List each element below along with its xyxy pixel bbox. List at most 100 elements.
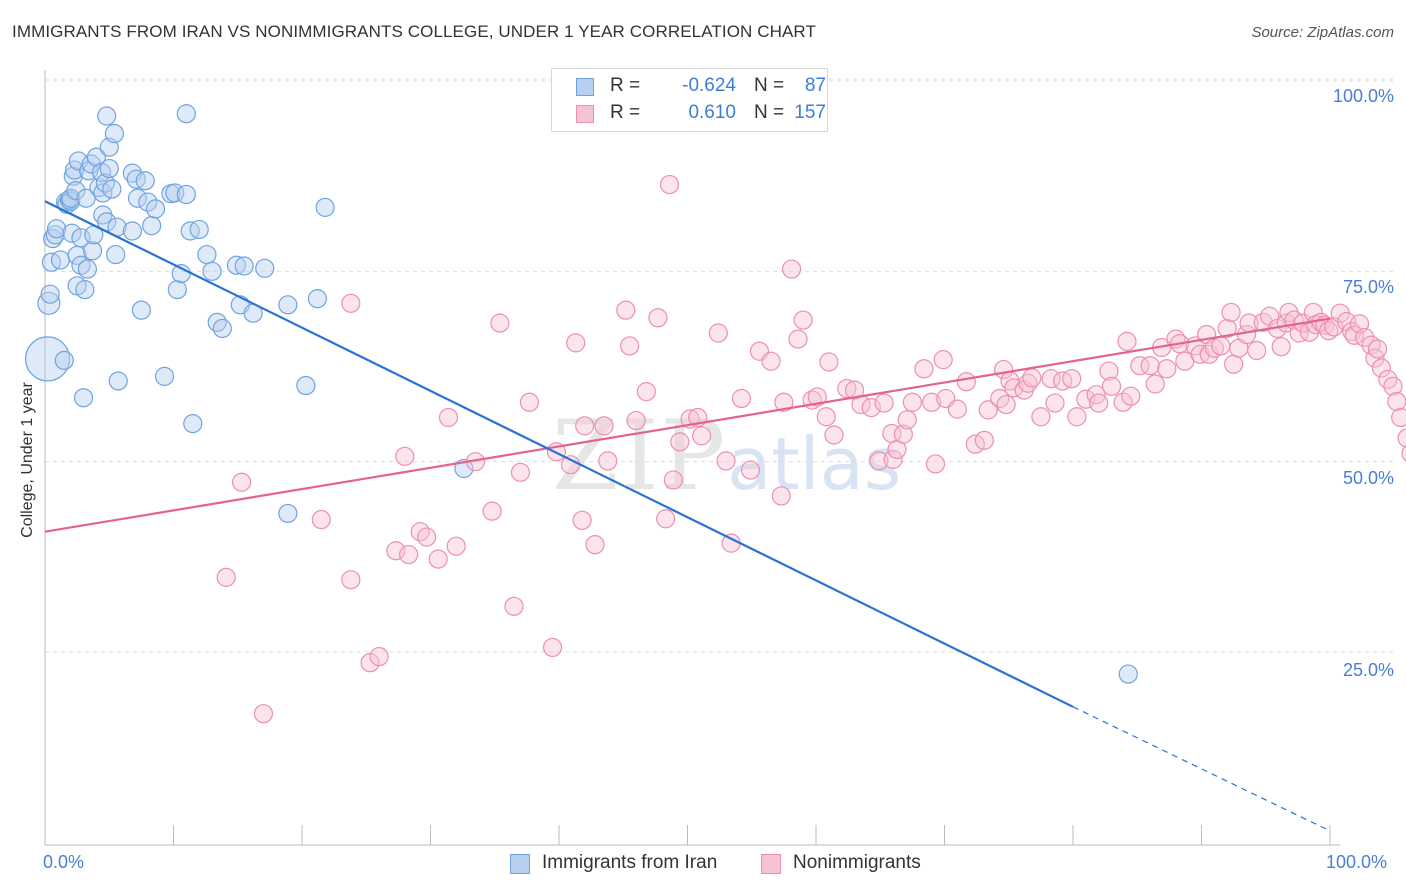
iran-point (75, 280, 95, 300)
nonimmigrants-point (598, 451, 618, 471)
nonimmigrants-point (869, 451, 889, 471)
nonimmigrants-point (616, 300, 636, 320)
watermark-atlas: atlas (727, 422, 902, 506)
nonimmigrants-point (819, 352, 839, 372)
nonimmigrants-point (670, 432, 690, 452)
iran-point (142, 216, 162, 236)
nonimmigrants-point (897, 410, 917, 430)
iran-point (82, 241, 103, 261)
legend-n-label: N = (754, 102, 785, 123)
iran-point (1118, 664, 1138, 684)
iran-point (183, 414, 203, 434)
trend-line-iran (44, 200, 1074, 708)
iran-point (207, 312, 227, 332)
nonimmigrants-point (659, 174, 680, 195)
nonimmigrants-point (232, 472, 252, 492)
legend-n-label: N = (754, 75, 785, 96)
iran-point (255, 258, 275, 278)
correlation-legend: R = -0.624 N = 87 R = 0.610 N = 157 (551, 68, 828, 132)
nonimmigrants-point (933, 350, 953, 370)
nonimmigrants-point (663, 470, 683, 490)
nonimmigrants-point (1130, 356, 1150, 376)
nonimmigrants-point (585, 535, 605, 555)
trend-lines (44, 200, 1331, 832)
nonimmigrants-point (417, 527, 437, 547)
x-tick-0: 0.0% (43, 852, 85, 872)
iran-point (296, 375, 316, 396)
nonimmigrants-point (914, 359, 934, 379)
legend-r-label: R = (610, 102, 641, 123)
legend-n-value: 87 (804, 75, 826, 96)
nonimmigrants-point (1140, 356, 1160, 376)
iran-point (77, 259, 98, 279)
nonimmigrants-point (740, 460, 761, 480)
nonimmigrants-point (504, 596, 524, 616)
nonimmigrants-point (1099, 361, 1119, 381)
nonimmigrants-point (708, 323, 728, 343)
nonimmigrants-point (369, 646, 389, 667)
nonimmigrants-point (311, 509, 331, 530)
trend-line-nonimmigrants (44, 317, 1331, 533)
iran-point (176, 184, 196, 205)
nonimmigrants-point (1271, 337, 1291, 357)
nonimmigrants-point (1041, 369, 1061, 389)
iran-point (108, 371, 128, 391)
source-label: Source: ZipAtlas.com (1251, 24, 1394, 41)
nonimmigrants-point (774, 392, 794, 412)
nonimmigrants-point (648, 308, 668, 328)
nonimmigrants-point (1260, 306, 1280, 326)
iran-point (127, 188, 148, 208)
iran-point (54, 350, 74, 371)
nonimmigrants-point (788, 329, 808, 349)
nonimmigrants-point (874, 393, 894, 413)
iran-point (278, 503, 298, 524)
series-iran-points (24, 104, 1138, 684)
nonimmigrants-point (490, 313, 510, 333)
nonimmigrants-point (446, 536, 466, 556)
nonimmigrants-point (510, 462, 531, 482)
iran-point (167, 280, 187, 300)
nonimmigrants-point (1117, 331, 1137, 351)
iran-point (106, 244, 126, 265)
nonimmigrants-point (1401, 445, 1406, 462)
nonimmigrants-point (1076, 389, 1096, 409)
nonimmigrants-point (542, 637, 563, 658)
nonimmigrants-point (1211, 336, 1231, 356)
nonimmigrants-point (974, 430, 994, 450)
nonimmigrants-point (1397, 428, 1406, 448)
axes (44, 70, 1340, 846)
trend-line-iran-extension (1072, 706, 1331, 832)
nonimmigrants-point (216, 567, 236, 587)
nonimmigrants-point (1157, 359, 1177, 379)
iran-point (176, 104, 196, 124)
iran-point (234, 256, 254, 276)
nonimmigrants-point (482, 501, 502, 521)
nonimmigrants-point (395, 446, 415, 466)
legend-swatch-blue (576, 78, 594, 96)
nonimmigrants-point (761, 351, 781, 371)
nonimmigrants-point (438, 407, 459, 428)
y-tick-50: 50.0% (1342, 468, 1394, 488)
nonimmigrants-point (1387, 391, 1406, 412)
legend-n-value: 157 (794, 102, 826, 123)
nonimmigrants-point (560, 455, 581, 475)
nonimmigrants-point (883, 449, 903, 469)
iran-point (197, 244, 217, 265)
nonimmigrants-point (781, 259, 802, 279)
nonimmigrants-point (947, 399, 967, 419)
iran-point (315, 197, 335, 217)
iran-point (135, 171, 155, 191)
nonimmigrants-point (731, 388, 752, 409)
bottom-legend-swatch-blue (510, 854, 530, 874)
nonimmigrants-point (1067, 407, 1087, 427)
legend-r-value: -0.624 (682, 75, 736, 96)
nonimmigrants-point (1319, 321, 1339, 341)
legend-swatch-pink (576, 105, 594, 123)
nonimmigrants-point (1031, 407, 1051, 427)
nonimmigrants-point (1121, 386, 1141, 406)
iran-point (24, 336, 71, 382)
nonimmigrants-point (1022, 368, 1042, 388)
iran-point (212, 318, 232, 339)
nonimmigrants-point (1089, 393, 1109, 413)
iran-point (226, 255, 247, 275)
